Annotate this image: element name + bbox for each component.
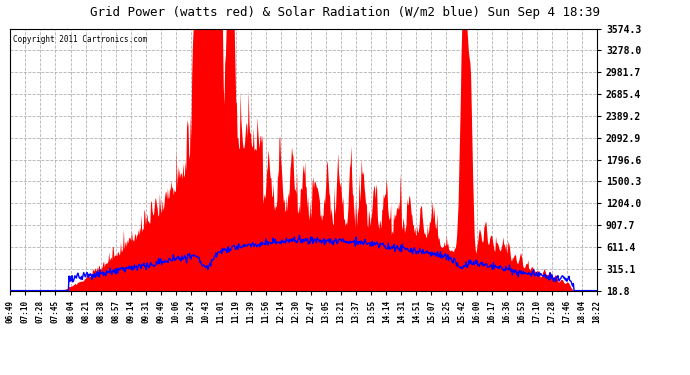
Text: Grid Power (watts red) & Solar Radiation (W/m2 blue) Sun Sep 4 18:39: Grid Power (watts red) & Solar Radiation… bbox=[90, 6, 600, 19]
Text: Copyright 2011 Cartronics.com: Copyright 2011 Cartronics.com bbox=[13, 35, 148, 44]
